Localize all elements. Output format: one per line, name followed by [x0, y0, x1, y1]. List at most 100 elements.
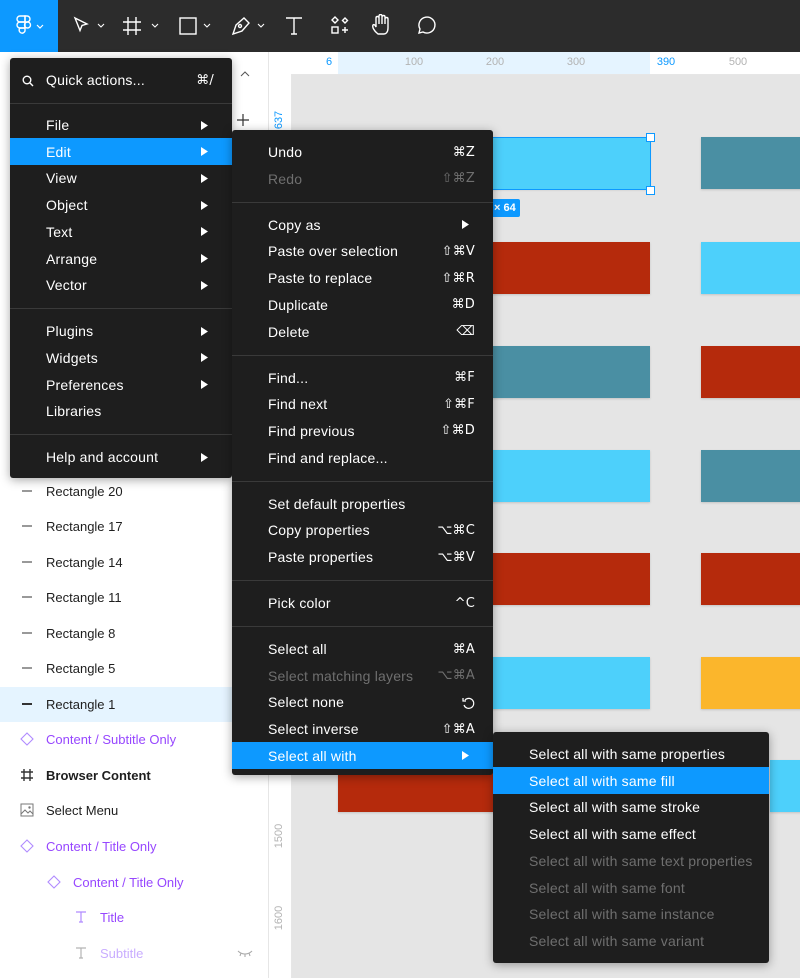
menu-item[interactable]: Find... ⌘F [232, 364, 493, 391]
menu-item[interactable]: Set default properties [232, 490, 493, 517]
layer-row[interactable]: Content / Title Only [0, 829, 268, 864]
menu-item-label: Paste over selection [268, 243, 399, 260]
menu-item[interactable]: Find next ⇧⌘F [232, 391, 493, 418]
search-icon [22, 75, 34, 86]
menu-item-label: Copy properties [268, 522, 370, 539]
submenu-arrow [201, 120, 208, 130]
menu-item[interactable]: Widgets [10, 344, 232, 371]
menu-item[interactable]: Paste over selection ⇧⌘V [232, 238, 493, 265]
menu-item[interactable]: Plugins [10, 318, 232, 345]
menu-item[interactable]: Select none [232, 689, 493, 716]
search-icon-part [22, 75, 32, 84]
layer-row[interactable]: Content / Subtitle Only [0, 722, 268, 757]
quick-actions-label: Quick actions... [46, 72, 145, 88]
layer-row[interactable]: Rectangle 14 [0, 545, 268, 580]
menu-item[interactable]: Find previous ⇧⌘D [232, 417, 493, 444]
menu-item[interactable]: Pick color ^C [232, 590, 493, 617]
layer-row[interactable]: Select Menu [0, 793, 268, 828]
menu-item[interactable]: Edit [10, 138, 232, 166]
collapse-icon[interactable] [240, 70, 250, 78]
search-icon-part [29, 82, 34, 86]
menu-item-label: File [46, 117, 70, 133]
canvas-rectangle[interactable] [701, 346, 800, 398]
select-all-with-submenu: Select all with same properties Select al… [493, 732, 769, 963]
canvas-rectangle[interactable] [701, 450, 800, 502]
menu-item-shortcut-icon [462, 697, 475, 709]
menu-item-label: Delete [268, 323, 310, 340]
layer-row[interactable]: Subtitle [0, 936, 268, 971]
add-page-icon[interactable] [236, 113, 250, 127]
menu-separator [232, 201, 493, 203]
menu-item-shortcut: ^C [454, 595, 475, 611]
layer-name: Content / Subtitle Only [46, 732, 177, 748]
menu-item[interactable]: Undo ⌘Z [232, 139, 493, 166]
menu-item[interactable]: Select all with same properties [493, 741, 769, 768]
canvas-rectangle[interactable] [701, 137, 800, 189]
layer-icon-part [76, 947, 86, 959]
canvas-rectangle[interactable] [701, 657, 800, 709]
menu-item[interactable]: Arrange [10, 245, 232, 272]
submenu-arrow-part [201, 147, 208, 157]
menu-item[interactable]: Copy as [232, 211, 493, 238]
submenu-arrow [201, 326, 208, 336]
menu-item-label: Select all with same variant [529, 932, 705, 949]
menu-item[interactable]: Help and account [10, 444, 232, 471]
menu-item[interactable]: Select all with [232, 742, 493, 770]
ruler-label: 300 [566, 56, 586, 68]
canvas-rectangle[interactable] [701, 553, 800, 605]
menu-item[interactable]: Paste properties ⌥⌘V [232, 544, 493, 571]
layer-icon [22, 667, 32, 670]
layer-row[interactable]: Rectangle 20 [0, 474, 268, 509]
selection-size-badge: × 64 [490, 199, 520, 217]
menu-item[interactable]: Find and replace... [232, 444, 493, 471]
layer-icon [22, 596, 32, 599]
menu-item[interactable]: Preferences [10, 371, 232, 398]
menu-item-label: Select all with same stroke [529, 799, 701, 816]
menu-item[interactable]: Select all with same effect [493, 821, 769, 848]
selection-handle[interactable] [646, 186, 655, 195]
layer-row[interactable]: Rectangle 5 [0, 651, 268, 686]
menu-item[interactable]: Select all with same stroke [493, 794, 769, 821]
canvas-rectangle[interactable] [770, 760, 800, 812]
menu-item[interactable]: Select all ⌘A [232, 636, 493, 663]
main-menu-button[interactable] [0, 0, 58, 52]
submenu-arrow-part [201, 254, 208, 263]
layer-row[interactable]: Title [0, 900, 268, 935]
layer-name: Rectangle 1 [46, 696, 116, 712]
menu-item[interactable]: Vector [10, 272, 232, 299]
menu-item: Select all with same instance [493, 901, 769, 928]
menu-item[interactable]: Paste to replace ⇧⌘R [232, 265, 493, 292]
submenu-arrow-part [201, 380, 208, 390]
layer-name: Rectangle 11 [46, 590, 122, 606]
layer-row[interactable]: Rectangle 17 [0, 509, 268, 544]
menu-item[interactable]: Delete ⌫ [232, 318, 493, 345]
layer-name: Rectangle 20 [46, 483, 123, 499]
quick-actions[interactable]: Quick actions... ⌘/ [10, 67, 232, 94]
menu-item[interactable]: Copy properties ⌥⌘C [232, 517, 493, 544]
menu-item[interactable]: View [10, 165, 232, 192]
selection-handle[interactable] [646, 133, 655, 142]
submenu-arrow [201, 353, 208, 363]
menu-item[interactable]: Select all with same fill [493, 767, 769, 795]
submenu-arrow-part [201, 200, 208, 210]
menu-item[interactable]: Libraries [10, 398, 232, 425]
layer-row[interactable]: Rectangle 11 [0, 580, 268, 615]
menu-item[interactable]: Text [10, 218, 232, 245]
layer-row[interactable]: Rectangle 8 [0, 616, 268, 651]
canvas-rectangle[interactable] [701, 242, 800, 294]
menu-item[interactable]: Duplicate ⌘D [232, 291, 493, 318]
ruler-label: 6 [325, 56, 333, 68]
menu-item-label: Select all with same fill [529, 772, 675, 789]
tool-icons[interactable] [70, 14, 450, 38]
menu-item-shortcut: ⌘D [451, 297, 475, 313]
layer-row[interactable]: Browser Content [0, 758, 268, 793]
layer-icon [22, 525, 32, 528]
menu-item[interactable]: Select inverse ⇧⌘A [232, 716, 493, 743]
menu-item-shortcut: ⌘Z [452, 144, 475, 160]
layer-row[interactable]: Content / Title Only [0, 865, 268, 900]
menu-item[interactable]: File [10, 112, 232, 139]
menu-item-label: Pick color [268, 595, 331, 611]
figma-logo [16, 15, 44, 34]
menu-item[interactable]: Object [10, 192, 232, 219]
layer-row[interactable]: Rectangle 1 [0, 686, 268, 722]
